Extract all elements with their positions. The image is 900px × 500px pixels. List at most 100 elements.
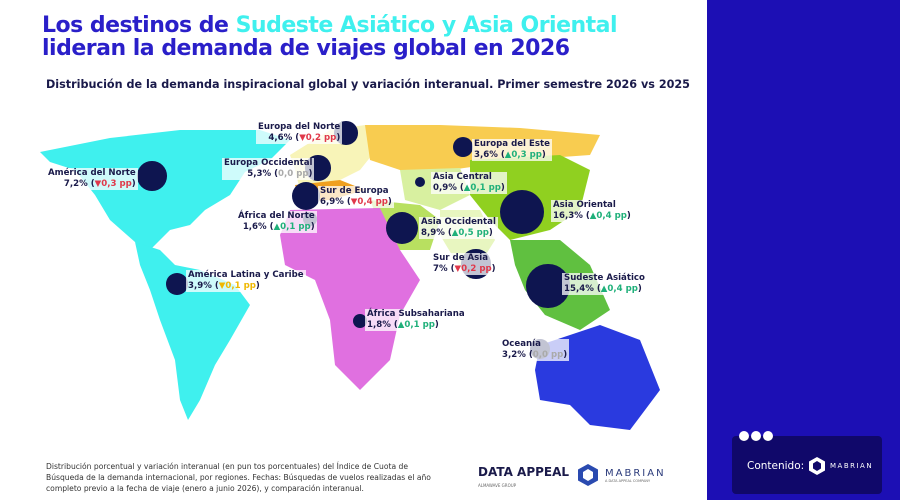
dots-icon bbox=[739, 431, 773, 441]
region-name: Asia Occidental bbox=[421, 217, 496, 227]
region-name: África Subsahariana bbox=[367, 309, 465, 319]
region-values: 4,6% (▼0,2 pp) bbox=[268, 133, 341, 143]
footnote: Distribución porcentual y variación inte… bbox=[46, 462, 431, 493]
region-name: Europa Occidental bbox=[224, 158, 313, 168]
region-label: África Subsahariana 1,8% (▲0,1 pp) bbox=[365, 309, 467, 331]
region-values: 0,9% (▲0,1 pp) bbox=[433, 183, 505, 193]
region-change: ▲0,1 pp bbox=[463, 183, 501, 193]
region-share: 8,9% bbox=[421, 228, 445, 238]
region-name: Sur de Asia bbox=[433, 253, 489, 263]
region-change: ▲0,5 pp bbox=[451, 228, 489, 238]
hexagon-icon bbox=[809, 457, 825, 475]
region-name: Sudeste Asiático bbox=[564, 273, 645, 283]
logo-sub: ALMAWAVE GROUP bbox=[478, 483, 517, 488]
region-share: 4,6% bbox=[268, 133, 293, 143]
region-label: Oceanía 3,2% (0,0 pp) bbox=[500, 339, 570, 361]
region-bubble bbox=[166, 273, 188, 295]
region-values: 1,6% (▲0,1 pp) bbox=[242, 222, 315, 232]
region-change: ▲0,3 pp bbox=[504, 150, 542, 160]
region-bubble bbox=[385, 211, 419, 245]
region-values: 8,9% (▲0,5 pp) bbox=[421, 228, 493, 238]
content-box bbox=[732, 436, 882, 494]
region-values: 5,3% (0,0 pp) bbox=[247, 169, 313, 179]
region-bubble bbox=[499, 189, 545, 235]
region-name: Europa del Este bbox=[474, 139, 550, 149]
logo-sub: A DATA APPEAL COMPANY bbox=[605, 478, 651, 483]
region-share: 7,2% bbox=[63, 179, 88, 189]
region-change: ▼0,4 pp bbox=[350, 197, 388, 207]
sidebar-mabrian-logo: MABRIAN bbox=[808, 456, 873, 476]
region-label: Europa del Este 3,6% (▲0,3 pp) bbox=[472, 139, 552, 161]
region-name: América del Norte bbox=[48, 168, 136, 178]
region-change: 0,0 pp bbox=[278, 169, 309, 179]
region-change: ▲0,4 pp bbox=[589, 211, 627, 221]
region-change: ▲0,1 pp bbox=[273, 222, 311, 232]
side-panel bbox=[707, 0, 900, 500]
region-latin-america bbox=[135, 242, 250, 420]
region-values: 3,9% (▼0,1 pp) bbox=[188, 281, 260, 291]
region-share: 15,4% bbox=[564, 284, 594, 294]
region-share: 16,3% bbox=[553, 211, 583, 221]
region-label: Sur de Asia 7% (▼0,2 pp) bbox=[431, 253, 498, 275]
region-share: 6,9% bbox=[320, 197, 344, 207]
region-share: 3,2% bbox=[502, 350, 526, 360]
region-bubble bbox=[352, 313, 368, 329]
region-name: África del Norte bbox=[238, 211, 315, 221]
region-values: 15,4% (▲0,4 pp) bbox=[564, 284, 642, 294]
region-label: América Latina y Caribe 3,9% (▼0,1 pp) bbox=[186, 270, 306, 292]
title-highlight: Sudeste Asiático y Asia Oriental bbox=[235, 13, 618, 38]
region-change: ▲0,4 pp bbox=[600, 284, 638, 294]
region-change: ▼0,3 pp bbox=[94, 179, 132, 189]
region-label: Asia Central 0,9% (▲0,1 pp) bbox=[431, 172, 507, 194]
data-appeal-logo: DATA APPEAL ALMAWAVE GROUP bbox=[478, 466, 569, 492]
region-values: 1,8% (▲0,1 pp) bbox=[367, 320, 439, 330]
region-bubble bbox=[414, 176, 426, 188]
region-values: 7% (▼0,2 pp) bbox=[433, 264, 496, 274]
region-africa bbox=[280, 208, 420, 390]
region-label: Sur de Europa 6,9% (▼0,4 pp) bbox=[318, 186, 394, 208]
region-values: 16,3% (▲0,4 pp) bbox=[553, 211, 631, 221]
region-share: 7% bbox=[433, 264, 448, 274]
region-bubble bbox=[291, 181, 321, 211]
content-label: Contenido: bbox=[747, 460, 805, 472]
region-label: Europa Occidental 5,3% (0,0 pp) bbox=[222, 158, 315, 180]
region-name: Asia Central bbox=[433, 172, 492, 182]
region-share: 5,3% bbox=[247, 169, 272, 179]
region-share: 3,6% bbox=[474, 150, 498, 160]
region-bubble bbox=[137, 161, 167, 191]
mabrian-logo: MABRIAN A DATA APPEAL COMPANY bbox=[577, 463, 666, 487]
region-label: Asia Occidental 8,9% (▲0,5 pp) bbox=[419, 217, 498, 239]
region-values: 3,6% (▲0,3 pp) bbox=[474, 150, 546, 160]
region-name: Europa del Norte bbox=[258, 122, 341, 132]
region-change: ▼0,2 pp bbox=[299, 133, 337, 143]
region-name: Asia Oriental bbox=[553, 200, 616, 210]
region-change: ▲0,1 pp bbox=[397, 320, 435, 330]
hexagon-icon bbox=[578, 464, 598, 486]
region-values: 3,2% (0,0 pp) bbox=[502, 350, 568, 360]
region-share: 1,8% bbox=[367, 320, 391, 330]
logo-text: DATA APPEAL bbox=[478, 465, 570, 479]
title-part1: Los destinos de bbox=[42, 13, 236, 38]
region-share: 0,9% bbox=[433, 183, 457, 193]
region-bubble bbox=[452, 136, 474, 158]
title-part2: lideran la demanda de viajes global en 2… bbox=[42, 36, 570, 61]
region-name: Sur de Europa bbox=[320, 186, 389, 196]
region-change: ▼0,1 pp bbox=[218, 281, 256, 291]
region-label: Asia Oriental 16,3% (▲0,4 pp) bbox=[551, 200, 633, 222]
logo-text: MABRIAN bbox=[605, 467, 666, 479]
region-values: 6,9% (▼0,4 pp) bbox=[320, 197, 392, 207]
region-share: 3,9% bbox=[188, 281, 212, 291]
brand-text: MABRIAN bbox=[830, 462, 874, 470]
region-name: América Latina y Caribe bbox=[188, 270, 304, 280]
subtitle: Distribución de la demanda inspiracional… bbox=[46, 78, 690, 91]
region-label: América del Norte 7,2% (▼0,3 pp) bbox=[46, 168, 138, 190]
region-values: 7,2% (▼0,3 pp) bbox=[63, 179, 136, 189]
region-share: 1,6% bbox=[242, 222, 267, 232]
region-change: 0,0 pp bbox=[532, 350, 564, 360]
region-label: África del Norte 1,6% (▲0,1 pp) bbox=[236, 211, 317, 233]
region-name: Oceanía bbox=[502, 339, 541, 349]
region-change: ▼0,2 pp bbox=[454, 264, 492, 274]
region-label: Sudeste Asiático 15,4% (▲0,4 pp) bbox=[562, 273, 647, 295]
region-label: Europa del Norte 4,6% (▼0,2 pp) bbox=[256, 122, 343, 144]
page-title: Los destinos de Sudeste Asiático y Asia … bbox=[42, 13, 618, 61]
